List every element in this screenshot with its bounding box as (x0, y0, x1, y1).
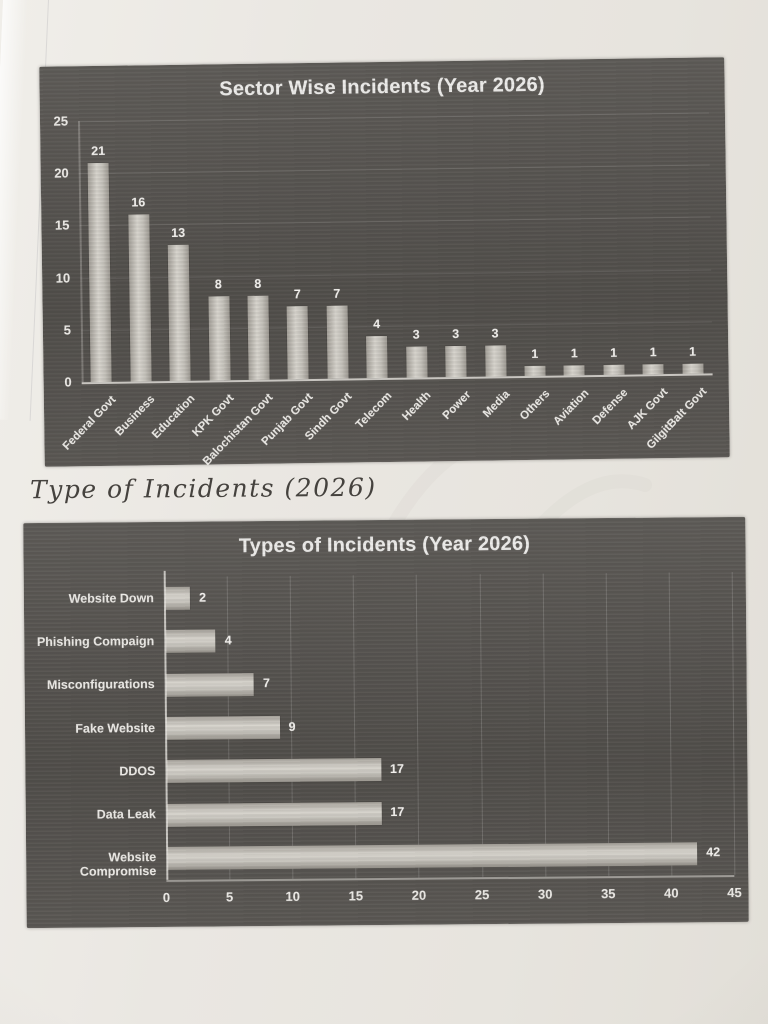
y-gridline (78, 164, 710, 175)
bar-value-label: 13 (171, 226, 186, 241)
sector-wise-incidents-chart: Sector Wise Incidents (Year 2026) 0 5 10 15… (39, 57, 730, 468)
bar-value-label: 8 (214, 277, 222, 292)
bar-value-label: 1 (531, 346, 539, 361)
bar-value-label: 1 (610, 345, 618, 360)
y-axis-line (78, 121, 84, 383)
bar (682, 363, 704, 374)
bar-value-label: 21 (91, 143, 106, 158)
types-of-incidents-chart: Types of Incidents (Year 2026) 0 5 10 15 20 2… (23, 516, 749, 929)
y-category-label: Fake Website (75, 720, 156, 736)
bar-value-label: 9 (288, 719, 296, 734)
y-category-label: Phishing Compaign (36, 633, 155, 649)
y-category-label: DDOS (119, 763, 156, 779)
bar (484, 344, 507, 377)
bar (524, 365, 546, 377)
bar (165, 672, 255, 697)
x-gridline (416, 574, 420, 878)
bar-value-label: 1 (688, 344, 697, 359)
y-gridline (79, 216, 711, 227)
y-axis-tick-label: 10 (55, 269, 71, 286)
y-axis-tick-label: 20 (54, 165, 69, 181)
bar (405, 346, 428, 378)
bar-value-label: 3 (452, 326, 460, 341)
bar-value-label: 3 (412, 327, 420, 342)
x-gridline (668, 572, 673, 876)
bar-value-label: 7 (262, 676, 271, 691)
types-chart-plot-area: 0 5 10 15 20 25 30 35 40 45 2 Website Down 4 Phishing… (23, 517, 749, 928)
x-gridline (479, 574, 483, 878)
x-axis-tick-label: 30 (537, 886, 553, 902)
bar (247, 296, 270, 380)
bar-value-label: 42 (706, 845, 721, 860)
x-axis-tick-label: 35 (600, 886, 616, 902)
y-category-label: Website Down (68, 590, 154, 606)
bar-value-label: 8 (254, 277, 262, 292)
bar (642, 363, 664, 375)
x-axis-tick-label: 45 (727, 884, 742, 901)
y-category-label: Data Leak (96, 807, 156, 822)
bar (167, 842, 698, 870)
bar (164, 586, 191, 611)
y-axis-tick-label: 15 (54, 217, 70, 233)
x-axis-tick-label: 5 (225, 889, 234, 905)
bar (208, 296, 231, 381)
x-axis-tick-label: 25 (474, 887, 490, 903)
bar (563, 364, 586, 376)
x-gridline (605, 573, 610, 877)
x-axis-tick-label: 10 (285, 888, 301, 904)
x-gridline (353, 575, 357, 879)
bar (87, 162, 112, 383)
bar (326, 305, 349, 379)
bar (165, 629, 216, 654)
x-axis-tick-label: 15 (348, 888, 364, 904)
bar-value-label: 4 (224, 633, 232, 648)
bar (166, 801, 382, 827)
x-gridline (731, 571, 736, 875)
bar (166, 758, 382, 784)
bar-value-label: 4 (373, 317, 381, 332)
bar-value-label: 7 (333, 286, 341, 301)
bar-value-label: 17 (389, 761, 404, 776)
bar (165, 715, 280, 740)
bar-value-label: 1 (649, 344, 657, 359)
y-category-label: Website Compromise (79, 850, 157, 880)
y-category-label: Misconfigurations (46, 677, 155, 693)
y-axis-tick-label: 5 (63, 322, 72, 338)
x-axis-tick-label: 40 (664, 885, 679, 901)
bar (287, 305, 310, 380)
bar (127, 214, 152, 382)
bar (445, 345, 467, 378)
bar-value-label: 3 (491, 326, 499, 341)
bar (603, 364, 625, 375)
bar-value-label: 2 (199, 590, 207, 605)
y-gridline (78, 112, 709, 123)
bar-value-label: 7 (293, 287, 301, 302)
bar (366, 336, 388, 379)
bar-value-label: 16 (131, 195, 146, 210)
bar-value-label: 1 (570, 345, 578, 360)
sector-chart-plot-area: 0 5 10 15 20 25 21 Federal Govt 16 Business 13 Educ… (39, 57, 730, 468)
x-axis-baseline (166, 874, 735, 882)
y-axis-tick-label: 25 (53, 113, 69, 129)
handwritten-caption: Type of Incidents (2026) (29, 472, 377, 505)
y-axis-tick-label: 0 (64, 374, 72, 390)
bar-value-label: 17 (390, 804, 405, 820)
x-gridline (542, 573, 547, 877)
x-axis-tick-label: 0 (162, 889, 171, 905)
bar (167, 244, 191, 381)
x-axis-tick-label: 20 (411, 887, 427, 903)
